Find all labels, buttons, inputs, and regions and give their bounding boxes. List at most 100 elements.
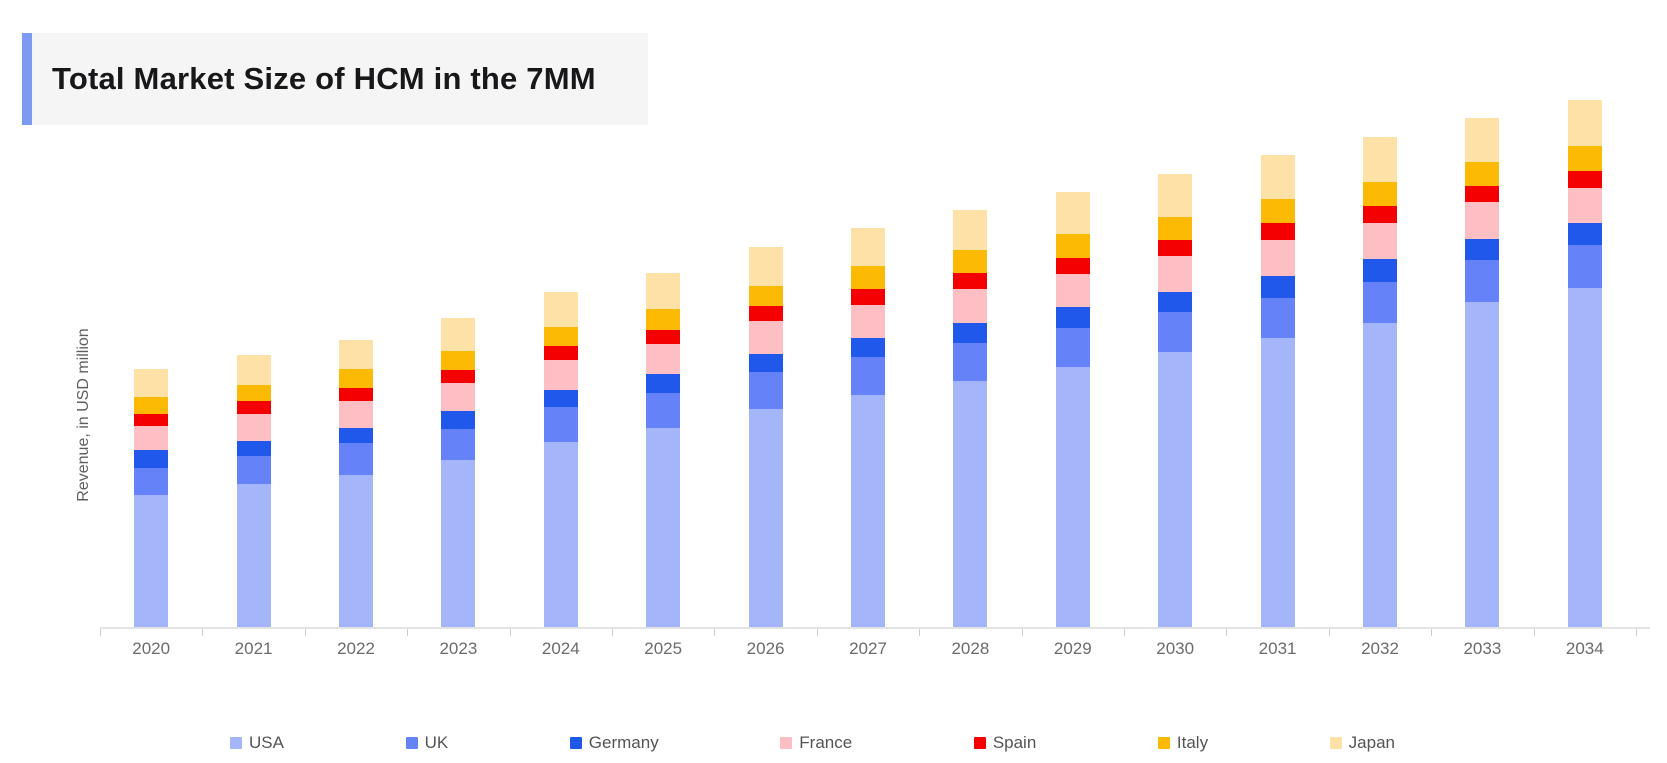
bar-segment-2027-italy[interactable] — [851, 266, 885, 289]
bar-segment-2027-france[interactable] — [851, 305, 885, 338]
bar-segment-2020-germany[interactable] — [134, 450, 169, 468]
bar-segment-2026-uk[interactable] — [748, 372, 783, 409]
bar-segment-2024-france[interactable] — [543, 360, 578, 390]
bar-segment-2028-japan[interactable] — [953, 210, 988, 250]
bar-segment-2028-italy[interactable] — [953, 250, 988, 273]
legend-item-usa[interactable]: USA — [230, 733, 284, 753]
bar-segment-2027-japan[interactable] — [851, 228, 885, 266]
bar-segment-2024-usa[interactable] — [543, 442, 578, 627]
bar-segment-2022-italy[interactable] — [339, 369, 373, 388]
bar-segment-2029-france[interactable] — [1055, 274, 1090, 307]
bar-segment-2026-italy[interactable] — [748, 286, 783, 306]
bar-segment-2029-germany[interactable] — [1055, 307, 1090, 328]
bar-segment-2032-spain[interactable] — [1363, 206, 1397, 223]
bar-segment-2024-japan[interactable] — [543, 292, 578, 327]
bar-segment-2031-france[interactable] — [1260, 240, 1295, 276]
bar-segment-2023-japan[interactable] — [441, 318, 476, 351]
bar-segment-2029-spain[interactable] — [1055, 258, 1090, 274]
bar-segment-2020-italy[interactable] — [134, 397, 169, 414]
bar-segment-2023-uk[interactable] — [441, 429, 476, 460]
bar-segment-2020-usa[interactable] — [134, 495, 169, 627]
bar-segment-2032-france[interactable] — [1363, 223, 1397, 259]
bar-segment-2028-usa[interactable] — [953, 381, 988, 627]
bar-segment-2032-usa[interactable] — [1363, 323, 1397, 627]
bar-segment-2026-spain[interactable] — [748, 306, 783, 321]
bar-segment-2023-usa[interactable] — [441, 460, 476, 627]
bar-segment-2030-france[interactable] — [1158, 256, 1193, 292]
bar-segment-2032-japan[interactable] — [1363, 137, 1397, 182]
bar-segment-2030-germany[interactable] — [1158, 292, 1193, 312]
bar-segment-2022-uk[interactable] — [339, 443, 373, 475]
bar-segment-2034-spain[interactable] — [1567, 171, 1602, 188]
bar-segment-2021-france[interactable] — [236, 414, 271, 441]
bar-segment-2021-germany[interactable] — [236, 441, 271, 456]
bar-segment-2024-germany[interactable] — [543, 390, 578, 407]
legend-item-japan[interactable]: Japan — [1329, 733, 1395, 753]
bar-segment-2022-france[interactable] — [339, 401, 373, 428]
bar-segment-2034-italy[interactable] — [1567, 146, 1602, 171]
bar-segment-2023-italy[interactable] — [441, 351, 476, 370]
bar-segment-2034-japan[interactable] — [1567, 100, 1602, 146]
bar-segment-2024-spain[interactable] — [543, 346, 578, 360]
bar-segment-2031-uk[interactable] — [1260, 298, 1295, 338]
bar-segment-2021-uk[interactable] — [236, 456, 271, 484]
bar-segment-2032-italy[interactable] — [1363, 182, 1397, 206]
bar-segment-2025-germany[interactable] — [646, 374, 681, 393]
bar-segment-2029-usa[interactable] — [1055, 367, 1090, 627]
bar-segment-2025-uk[interactable] — [646, 393, 681, 428]
bar-segment-2020-uk[interactable] — [134, 468, 169, 495]
bar-segment-2031-italy[interactable] — [1260, 199, 1295, 223]
bar-segment-2020-spain[interactable] — [134, 414, 169, 426]
bar-segment-2033-spain[interactable] — [1465, 186, 1500, 202]
bar-segment-2033-japan[interactable] — [1465, 118, 1500, 162]
bar-segment-2023-spain[interactable] — [441, 370, 476, 383]
legend-item-germany[interactable]: Germany — [569, 733, 659, 753]
bar-segment-2031-usa[interactable] — [1260, 338, 1295, 627]
bar-segment-2023-germany[interactable] — [441, 411, 476, 429]
bar-segment-2022-spain[interactable] — [339, 388, 373, 401]
bar-segment-2028-france[interactable] — [953, 289, 988, 323]
bar-segment-2027-usa[interactable] — [851, 395, 885, 627]
legend-item-france[interactable]: France — [780, 733, 852, 753]
bar-segment-2025-usa[interactable] — [646, 428, 681, 627]
bar-segment-2034-germany[interactable] — [1567, 223, 1602, 245]
bar-segment-2023-france[interactable] — [441, 383, 476, 411]
bar-segment-2024-italy[interactable] — [543, 327, 578, 346]
bar-segment-2031-spain[interactable] — [1260, 223, 1295, 240]
bar-segment-2030-uk[interactable] — [1158, 312, 1193, 352]
bar-segment-2034-usa[interactable] — [1567, 288, 1602, 627]
bar-segment-2030-spain[interactable] — [1158, 240, 1193, 256]
bar-segment-2033-germany[interactable] — [1465, 239, 1500, 260]
bar-segment-2029-japan[interactable] — [1055, 192, 1090, 234]
bar-segment-2026-usa[interactable] — [748, 409, 783, 627]
bar-segment-2026-france[interactable] — [748, 321, 783, 354]
bar-segment-2028-uk[interactable] — [953, 343, 988, 381]
bar-segment-2020-japan[interactable] — [134, 369, 169, 397]
bar-segment-2022-japan[interactable] — [339, 340, 373, 369]
bar-segment-2033-uk[interactable] — [1465, 260, 1500, 302]
bar-segment-2034-uk[interactable] — [1567, 245, 1602, 288]
bar-segment-2032-germany[interactable] — [1363, 259, 1397, 282]
bar-segment-2025-spain[interactable] — [646, 330, 681, 344]
bar-segment-2030-usa[interactable] — [1158, 352, 1193, 627]
bar-segment-2028-germany[interactable] — [953, 323, 988, 343]
bar-segment-2021-usa[interactable] — [236, 484, 271, 627]
bar-segment-2027-spain[interactable] — [851, 289, 885, 305]
bar-segment-2022-germany[interactable] — [339, 428, 373, 443]
bar-segment-2025-italy[interactable] — [646, 309, 681, 330]
bar-segment-2026-japan[interactable] — [748, 247, 783, 286]
legend-item-spain[interactable]: Spain — [973, 733, 1036, 753]
bar-segment-2031-germany[interactable] — [1260, 276, 1295, 298]
bar-segment-2030-italy[interactable] — [1158, 217, 1193, 240]
bar-segment-2022-usa[interactable] — [339, 475, 373, 627]
bar-segment-2029-uk[interactable] — [1055, 328, 1090, 367]
bar-segment-2032-uk[interactable] — [1363, 282, 1397, 323]
bar-segment-2027-germany[interactable] — [851, 338, 885, 357]
bar-segment-2030-japan[interactable] — [1158, 174, 1193, 217]
bar-segment-2033-usa[interactable] — [1465, 302, 1500, 627]
legend-item-italy[interactable]: Italy — [1157, 733, 1208, 753]
bar-segment-2021-japan[interactable] — [236, 355, 271, 385]
bar-segment-2024-uk[interactable] — [543, 407, 578, 442]
legend-item-uk[interactable]: UK — [405, 733, 448, 753]
bar-segment-2020-france[interactable] — [134, 426, 169, 450]
